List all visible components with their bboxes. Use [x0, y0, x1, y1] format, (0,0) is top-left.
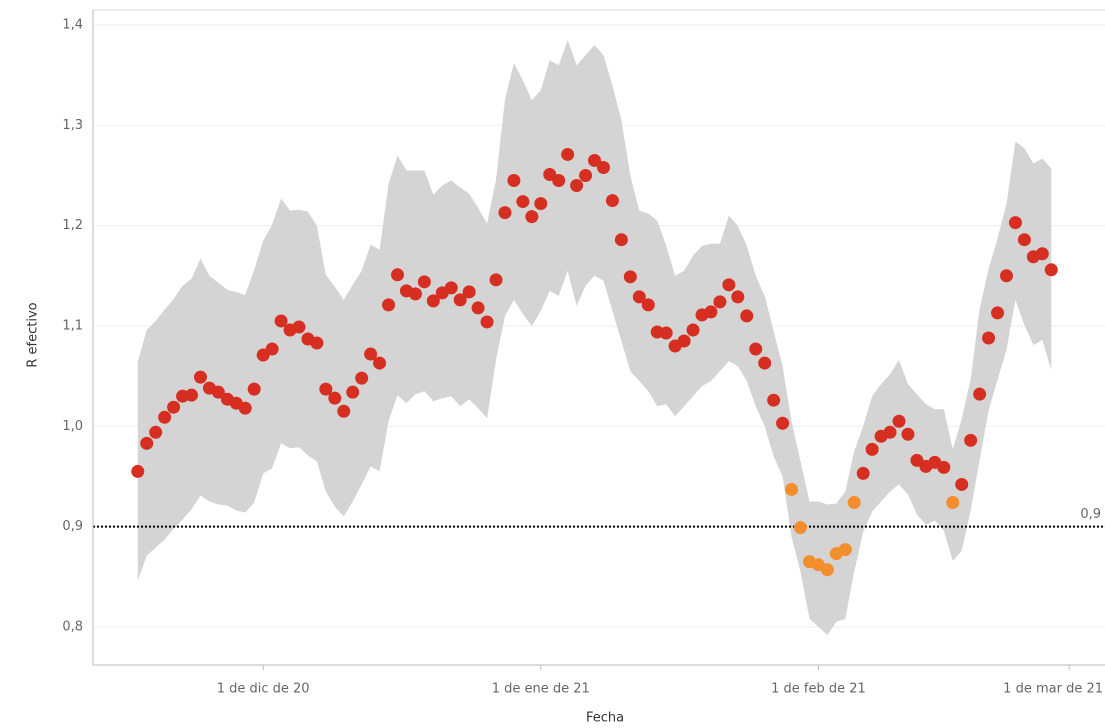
data-point [596, 160, 610, 174]
data-point [982, 331, 996, 345]
data-point [1017, 233, 1031, 247]
data-point [382, 298, 396, 312]
x-tick-label: 1 de mar de 21 [1003, 682, 1103, 697]
data-point [659, 326, 673, 340]
data-point [292, 320, 306, 334]
reference-label: 0,9 [1080, 507, 1101, 522]
data-point [838, 543, 852, 557]
data-point [131, 464, 145, 478]
data-point [579, 169, 593, 183]
data-point [346, 385, 360, 399]
data-point [605, 194, 619, 208]
data-point [337, 404, 351, 418]
data-point [820, 563, 834, 577]
data-point [238, 401, 252, 415]
data-point [319, 382, 333, 396]
data-point [462, 285, 476, 299]
data-point [883, 425, 897, 439]
data-point [426, 294, 440, 308]
data-point [767, 393, 781, 407]
x-axis-title: Fecha [586, 711, 624, 726]
data-point [1044, 263, 1058, 277]
data-point [686, 323, 700, 337]
data-point [355, 371, 369, 385]
data-point [892, 414, 906, 428]
data-point [973, 387, 987, 401]
data-point [328, 391, 342, 405]
data-point [955, 477, 969, 491]
data-point [901, 427, 915, 441]
data-point [534, 197, 548, 211]
data-point [193, 370, 207, 384]
data-point [444, 281, 458, 295]
y-tick-label: 1,3 [62, 118, 83, 133]
x-tick-label: 1 de dic de 20 [217, 682, 310, 697]
data-point [614, 233, 628, 247]
data-point [722, 278, 736, 292]
data-point [623, 270, 637, 284]
data-point [390, 268, 404, 282]
data-point [999, 269, 1013, 283]
data-point [847, 496, 861, 510]
data-point [937, 460, 951, 474]
y-tick-label: 0,8 [62, 619, 83, 634]
data-point [749, 342, 763, 356]
data-point [211, 385, 225, 399]
data-point [776, 416, 790, 430]
y-tick-label: 1,1 [62, 318, 83, 333]
data-point [274, 314, 288, 328]
data-point [364, 347, 378, 361]
confidence-band [137, 40, 1052, 635]
y-tick-label: 1,4 [62, 18, 83, 33]
data-point [632, 290, 646, 304]
data-point [758, 356, 772, 370]
data-point [677, 334, 691, 348]
data-point [561, 147, 575, 161]
y-tick-label: 1,2 [62, 218, 83, 233]
data-point [498, 206, 512, 220]
data-point [588, 153, 602, 167]
data-point [865, 442, 879, 456]
data-point [140, 436, 154, 450]
data-point [552, 174, 566, 188]
data-point [731, 290, 745, 304]
data-point [794, 521, 808, 535]
data-point [373, 356, 387, 370]
data-point [991, 306, 1005, 320]
data-point [247, 382, 261, 396]
y-axis-title: R efectivo [26, 302, 41, 367]
data-point [856, 466, 870, 480]
data-point [1035, 247, 1049, 261]
y-tick-label: 1,0 [62, 419, 83, 434]
data-point [453, 293, 467, 307]
data-point [265, 342, 279, 356]
data-point [570, 179, 584, 193]
data-point [167, 400, 181, 414]
data-point [946, 496, 960, 510]
x-tick-label: 1 de feb de 21 [771, 682, 866, 697]
data-point [149, 425, 163, 439]
data-point [158, 410, 172, 424]
data-point [713, 295, 727, 309]
data-point [489, 273, 503, 287]
x-tick-label: 1 de ene de 21 [492, 682, 590, 697]
data-point [525, 210, 539, 224]
data-point [417, 275, 431, 289]
data-point [185, 388, 199, 402]
data-point [964, 433, 978, 447]
data-point [480, 315, 494, 329]
data-point [408, 287, 422, 301]
data-point [785, 482, 799, 496]
data-point [1008, 216, 1022, 230]
data-point [641, 298, 655, 312]
data-point [740, 309, 754, 323]
data-point [310, 336, 324, 350]
data-point [507, 174, 521, 188]
data-point [704, 305, 718, 319]
data-point [516, 195, 530, 209]
data-point [471, 301, 485, 315]
y-tick-label: 0,9 [62, 519, 83, 534]
